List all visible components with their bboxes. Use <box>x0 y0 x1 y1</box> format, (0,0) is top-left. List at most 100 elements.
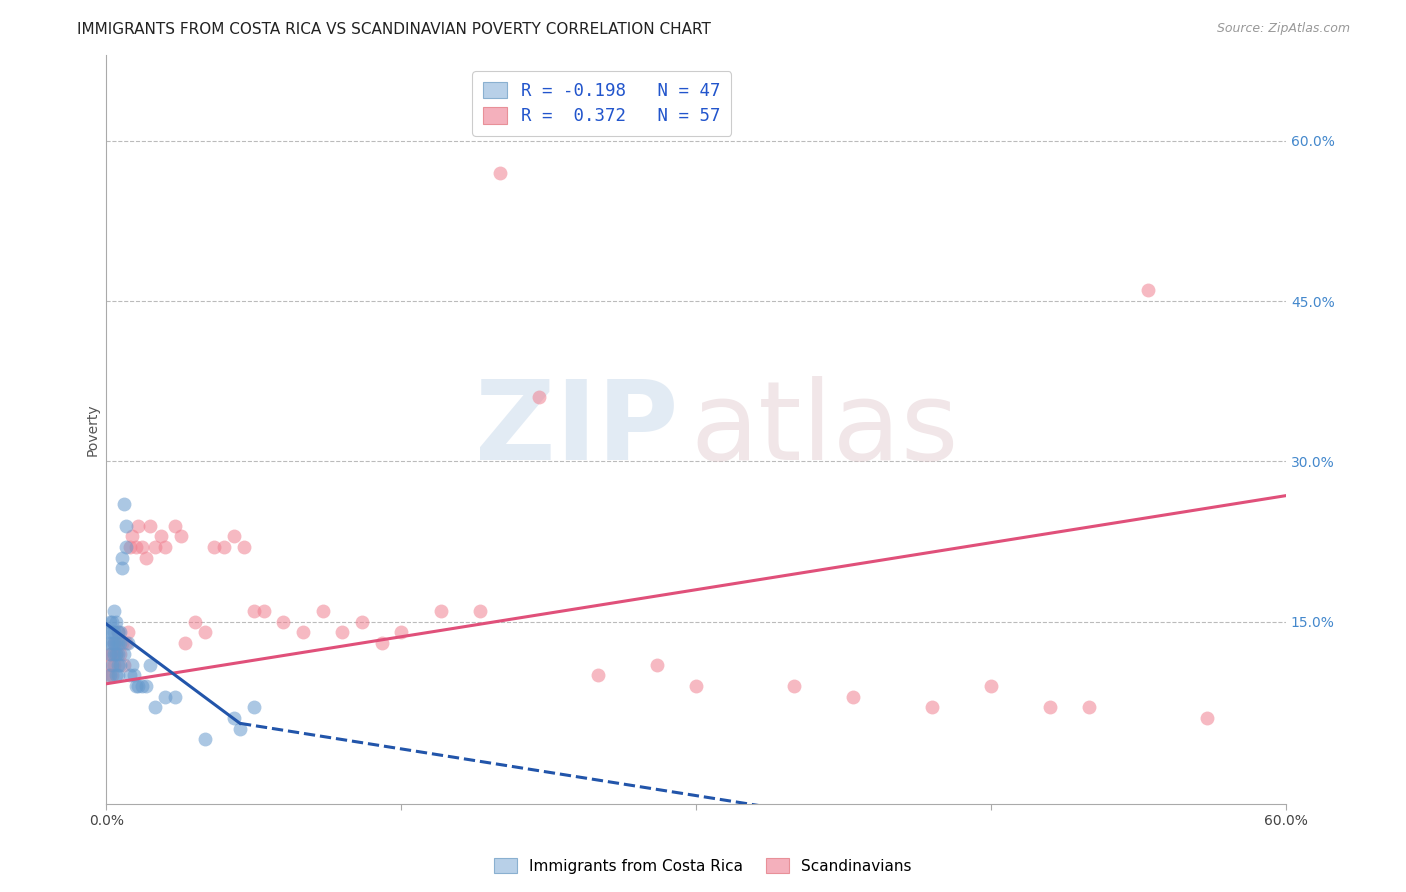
Point <box>165 690 187 704</box>
Point <box>468 604 491 618</box>
Point <box>842 690 865 704</box>
Point <box>101 625 124 640</box>
Point <box>645 657 668 672</box>
Point <box>117 625 139 640</box>
Point <box>108 625 131 640</box>
Point <box>1137 284 1160 298</box>
Point <box>138 657 160 672</box>
Point <box>145 700 167 714</box>
Point <box>202 540 225 554</box>
Point <box>1197 711 1219 725</box>
Point <box>108 657 131 672</box>
Point <box>98 647 121 661</box>
Point <box>127 679 149 693</box>
Point <box>118 540 141 554</box>
Point <box>103 636 125 650</box>
Point <box>170 529 193 543</box>
Point <box>108 647 131 661</box>
Point <box>107 647 129 661</box>
Point <box>242 700 264 714</box>
Point <box>98 668 121 682</box>
Point <box>131 540 153 554</box>
Point <box>229 722 252 736</box>
Legend: R = -0.198   N = 47, R =  0.372   N = 57: R = -0.198 N = 47, R = 0.372 N = 57 <box>472 71 731 136</box>
Point <box>107 668 129 682</box>
Point <box>103 604 125 618</box>
Point <box>103 647 125 661</box>
Point <box>108 636 131 650</box>
Point <box>98 657 121 672</box>
Point <box>488 166 510 180</box>
Point <box>165 518 187 533</box>
Point <box>121 657 143 672</box>
Point <box>291 625 314 640</box>
Legend: Immigrants from Costa Rica, Scandinavians: Immigrants from Costa Rica, Scandinavian… <box>488 852 918 880</box>
Point <box>105 636 128 650</box>
Point <box>111 550 134 565</box>
Point <box>117 636 139 650</box>
Point <box>101 636 124 650</box>
Point <box>135 679 157 693</box>
Point <box>115 518 138 533</box>
Point <box>586 668 609 682</box>
Point <box>125 679 148 693</box>
Point <box>155 540 177 554</box>
Point <box>271 615 294 629</box>
Point <box>1078 700 1101 714</box>
Point <box>122 668 145 682</box>
Point <box>1039 700 1062 714</box>
Text: ZIP: ZIP <box>475 376 679 483</box>
Point <box>193 732 215 747</box>
Point <box>350 615 373 629</box>
Text: atlas: atlas <box>690 376 959 483</box>
Point <box>107 625 129 640</box>
Point <box>135 550 157 565</box>
Point <box>193 625 215 640</box>
Point <box>101 668 124 682</box>
Point <box>97 668 120 682</box>
Point <box>783 679 806 693</box>
Point <box>527 390 550 404</box>
Point <box>685 679 707 693</box>
Point <box>105 615 128 629</box>
Point <box>222 711 245 725</box>
Point <box>97 625 120 640</box>
Point <box>103 625 125 640</box>
Point <box>103 636 125 650</box>
Point <box>101 647 124 661</box>
Point <box>103 657 125 672</box>
Point <box>98 615 121 629</box>
Point <box>101 657 124 672</box>
Point <box>429 604 451 618</box>
Point <box>921 700 943 714</box>
Point <box>115 636 138 650</box>
Point <box>212 540 235 554</box>
Point <box>252 604 274 618</box>
Point <box>232 540 254 554</box>
Point <box>98 647 121 661</box>
Point <box>131 679 153 693</box>
Point <box>107 657 129 672</box>
Point <box>111 561 134 575</box>
Point <box>111 636 134 650</box>
Point <box>127 518 149 533</box>
Point <box>330 625 353 640</box>
Point <box>107 636 129 650</box>
Point <box>174 636 197 650</box>
Point <box>107 625 129 640</box>
Point <box>311 604 333 618</box>
Point <box>370 636 392 650</box>
Point <box>118 668 141 682</box>
Point <box>112 497 135 511</box>
Point <box>112 657 135 672</box>
Point <box>145 540 167 554</box>
Y-axis label: Poverty: Poverty <box>86 403 100 456</box>
Text: IMMIGRANTS FROM COSTA RICA VS SCANDINAVIAN POVERTY CORRELATION CHART: IMMIGRANTS FROM COSTA RICA VS SCANDINAVI… <box>77 22 711 37</box>
Point <box>101 615 124 629</box>
Point <box>242 604 264 618</box>
Point <box>112 647 135 661</box>
Point <box>105 647 128 661</box>
Text: Source: ZipAtlas.com: Source: ZipAtlas.com <box>1216 22 1350 36</box>
Point <box>105 668 128 682</box>
Point <box>183 615 205 629</box>
